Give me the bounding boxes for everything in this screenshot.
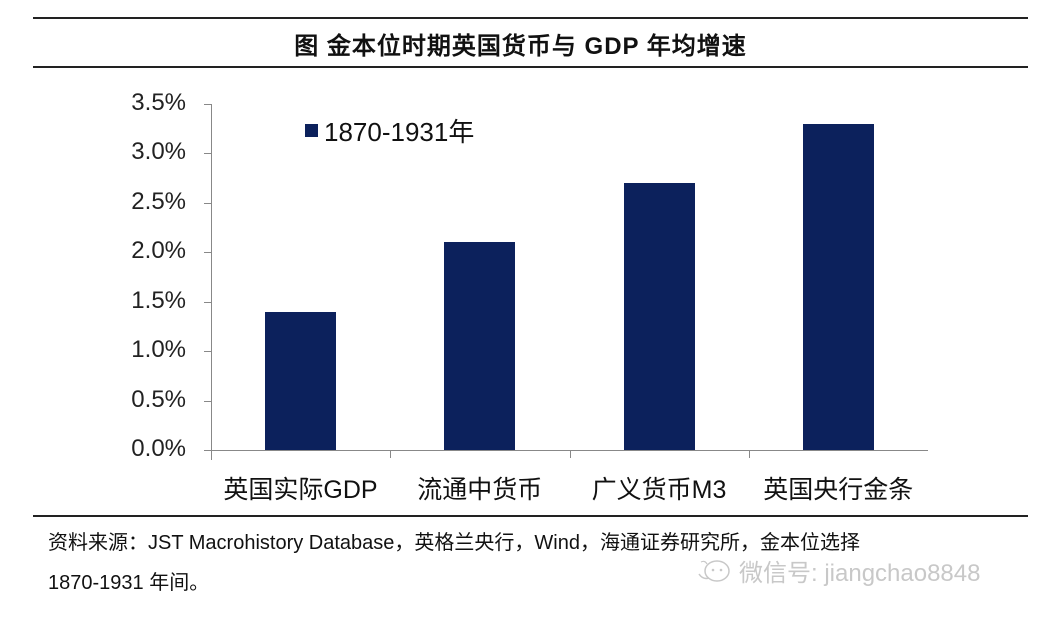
legend-label: 1870-1931年	[324, 117, 475, 147]
x-category-label: 英国实际GDP	[223, 476, 378, 504]
title-bottom-rule	[33, 66, 1028, 68]
y-tick-label: 1.0%	[131, 336, 186, 364]
y-tick	[204, 252, 211, 254]
bar-chart: 1870-1931年 0.0% 0.5% 1.0% 1.5% 2.0% 2.5% 3.0% 3…	[131, 89, 928, 504]
y-tick-label: 0.0%	[131, 435, 186, 462]
watermark: 微信号: jiangchao8848	[695, 553, 980, 588]
x-tick	[748, 450, 750, 458]
y-tick-label: 3.5%	[131, 89, 186, 116]
source-top-rule	[33, 515, 1028, 517]
y-tick	[204, 400, 211, 402]
top-rule	[33, 17, 1028, 19]
y-axis	[211, 104, 212, 460]
wechat-icon	[698, 559, 730, 582]
x-category-label: 英国央行金条	[763, 476, 914, 504]
chart-title: 图 金本位时期英国货币与 GDP 年均增速	[294, 33, 747, 60]
y-tick	[204, 450, 211, 451]
y-tick-label: 1.5%	[131, 286, 186, 314]
bar	[802, 123, 874, 450]
y-tick	[204, 153, 211, 155]
y-tick-label: 0.5%	[131, 385, 186, 413]
bar	[444, 242, 516, 450]
source-note-line2: 1870-1931 年间。	[48, 572, 210, 594]
x-axis	[204, 450, 928, 451]
source-note-line1: 资料来源：JST Macrohistory Database，英格兰央行，Win…	[48, 532, 860, 554]
y-tick	[204, 202, 211, 204]
y-tick	[204, 351, 211, 353]
legend: 1870-1931年	[305, 112, 474, 149]
x-tick	[211, 450, 212, 458]
x-tick	[569, 450, 571, 458]
x-tick	[390, 450, 392, 458]
legend-swatch	[305, 124, 318, 137]
bar	[265, 311, 337, 450]
y-tick-label: 2.5%	[131, 187, 186, 215]
y-tick-label: 3.0%	[131, 138, 186, 166]
y-tick-label: 2.0%	[131, 237, 186, 265]
y-tick	[204, 301, 211, 303]
bar	[623, 183, 695, 450]
x-category-label: 广义货币M3	[591, 476, 727, 504]
y-tick	[204, 104, 211, 105]
watermark-text: 微信号: jiangchao8848	[739, 560, 981, 587]
x-category-label: 流通中货币	[417, 476, 543, 504]
